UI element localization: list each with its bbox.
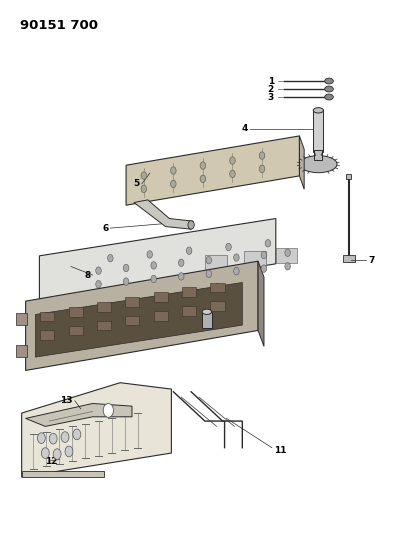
Circle shape — [123, 264, 129, 272]
Circle shape — [234, 268, 239, 275]
Bar — [210, 282, 225, 292]
Circle shape — [259, 165, 265, 173]
Bar — [16, 345, 27, 357]
Circle shape — [65, 446, 73, 457]
Ellipse shape — [325, 94, 333, 100]
Circle shape — [141, 185, 147, 192]
Polygon shape — [22, 383, 171, 477]
Circle shape — [49, 433, 57, 444]
Polygon shape — [126, 136, 299, 205]
Bar — [69, 326, 83, 335]
Bar — [40, 330, 54, 340]
Bar — [40, 312, 54, 321]
Text: 4: 4 — [242, 125, 248, 133]
Circle shape — [206, 256, 212, 264]
Ellipse shape — [300, 156, 337, 173]
Circle shape — [178, 273, 184, 280]
Circle shape — [53, 449, 61, 459]
Bar — [210, 301, 225, 311]
Bar — [125, 297, 139, 307]
Circle shape — [285, 249, 290, 256]
Circle shape — [103, 403, 113, 417]
Circle shape — [230, 170, 235, 177]
Text: 1: 1 — [268, 77, 274, 85]
Bar — [154, 311, 168, 320]
Polygon shape — [26, 261, 258, 370]
Bar — [16, 313, 27, 325]
Circle shape — [171, 167, 176, 174]
Circle shape — [123, 278, 129, 285]
Bar — [69, 307, 83, 317]
Polygon shape — [258, 261, 264, 346]
Circle shape — [261, 251, 267, 259]
Polygon shape — [35, 282, 242, 357]
Circle shape — [206, 270, 212, 278]
Polygon shape — [39, 219, 276, 301]
Circle shape — [171, 180, 176, 188]
Bar — [154, 292, 168, 302]
Circle shape — [108, 254, 113, 262]
Circle shape — [188, 221, 194, 229]
Circle shape — [96, 267, 101, 274]
Text: 90151 700: 90151 700 — [20, 19, 98, 31]
Ellipse shape — [202, 309, 212, 314]
Bar — [205, 255, 227, 270]
Circle shape — [147, 251, 152, 258]
Ellipse shape — [325, 86, 333, 92]
Bar — [314, 150, 322, 160]
Bar — [202, 312, 212, 328]
Circle shape — [151, 275, 156, 282]
Circle shape — [200, 162, 206, 169]
Bar — [22, 471, 104, 477]
Text: 7: 7 — [368, 256, 375, 264]
Bar — [343, 255, 355, 262]
Bar — [313, 110, 323, 152]
Circle shape — [37, 433, 45, 443]
Text: 6: 6 — [102, 224, 108, 232]
Circle shape — [285, 263, 290, 270]
Circle shape — [61, 432, 69, 442]
Text: 10: 10 — [51, 316, 63, 324]
Polygon shape — [299, 136, 304, 189]
Circle shape — [234, 254, 239, 261]
Bar — [182, 287, 196, 297]
Circle shape — [259, 152, 265, 159]
Bar — [244, 251, 266, 266]
Text: 2: 2 — [268, 85, 274, 93]
Text: 5: 5 — [134, 180, 140, 188]
Text: 3: 3 — [268, 93, 274, 101]
Bar — [125, 316, 139, 326]
Circle shape — [265, 239, 271, 247]
Text: 12: 12 — [45, 457, 57, 465]
Bar — [182, 306, 196, 316]
Polygon shape — [26, 403, 132, 426]
Circle shape — [141, 172, 147, 179]
Text: 8: 8 — [84, 271, 91, 279]
Circle shape — [261, 265, 267, 272]
Circle shape — [96, 280, 101, 288]
Circle shape — [41, 448, 49, 458]
Bar — [97, 302, 111, 312]
Text: 11: 11 — [274, 446, 286, 455]
Circle shape — [151, 262, 156, 269]
Circle shape — [200, 175, 206, 183]
Circle shape — [178, 259, 184, 266]
Circle shape — [230, 157, 235, 164]
Bar — [346, 174, 351, 179]
Bar — [276, 248, 297, 263]
Circle shape — [186, 247, 192, 254]
Polygon shape — [134, 200, 193, 229]
Circle shape — [73, 429, 81, 440]
Text: 9: 9 — [225, 324, 232, 332]
Circle shape — [226, 243, 231, 251]
Bar — [97, 321, 111, 330]
Ellipse shape — [325, 78, 333, 84]
Text: 13: 13 — [60, 397, 73, 405]
Ellipse shape — [313, 108, 323, 113]
